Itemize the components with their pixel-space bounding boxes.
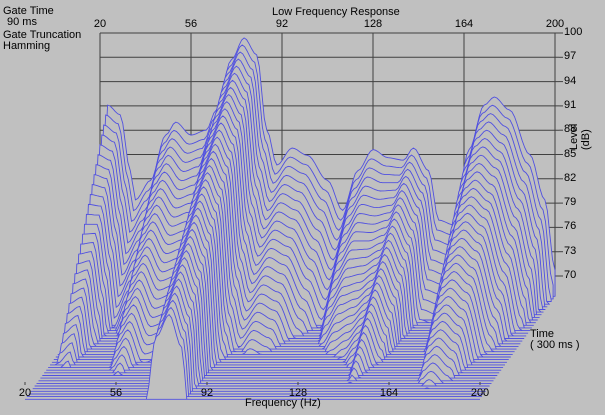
level-tick-label: 100	[564, 26, 583, 38]
time-slice	[26, 306, 482, 398]
level-tick-label: 79	[564, 196, 577, 209]
time-slice	[40, 257, 496, 379]
time-slice	[42, 250, 498, 376]
time-slice	[28, 299, 484, 395]
level-tick-label: 82	[564, 171, 577, 184]
level-tick-label: 94	[564, 74, 577, 87]
gate-time-label: Gate Time	[3, 5, 54, 17]
y-axis-label: Level (dB)	[568, 123, 592, 150]
time-slice	[34, 278, 490, 387]
top-tick-label: 92	[275, 18, 289, 30]
gate-time-value: 90 ms	[7, 16, 37, 28]
bottom-tick-label: 56	[109, 387, 123, 399]
bottom-tick-label: 164	[379, 387, 399, 399]
time-axis-label: Time	[530, 328, 555, 340]
top-tick-label: 20	[93, 18, 107, 30]
top-tick-label: 200	[545, 18, 565, 30]
level-tick-label: 76	[564, 220, 577, 233]
time-range-label: ( 300 ms )	[530, 339, 580, 351]
waterfall-slices	[25, 37, 556, 400]
top-tick-label: 128	[363, 18, 383, 30]
level-tick-label: 88	[564, 123, 577, 136]
time-slice	[32, 285, 488, 390]
top-tick-label: 164	[454, 18, 474, 30]
time-slice	[36, 271, 492, 384]
bottom-tick-label: 200	[470, 387, 490, 399]
level-tick-label: 70	[564, 269, 577, 281]
time-slice	[25, 313, 480, 400]
gate-truncation-label: Gate Truncation	[3, 29, 82, 41]
bottom-tick-label: 20	[18, 387, 32, 399]
level-tick-label: 97	[564, 50, 577, 63]
time-slice	[30, 292, 486, 392]
bottom-tick-label: 92	[200, 387, 214, 399]
top-tick-label: 56	[184, 18, 198, 30]
bottom-tick-label: 128	[288, 387, 308, 399]
time-slice	[44, 242, 500, 374]
gate-truncation-value: Hamming	[3, 40, 51, 52]
level-tick-label: 73	[564, 244, 577, 257]
level-tick-label: 85	[564, 147, 577, 160]
chart-title: Low Frequency Response	[272, 6, 400, 18]
time-slice	[38, 264, 494, 382]
front-axis-ticks	[24, 32, 563, 385]
level-tick-label: 91	[564, 98, 577, 111]
x-axis-label: Frequency (Hz)	[245, 397, 321, 409]
